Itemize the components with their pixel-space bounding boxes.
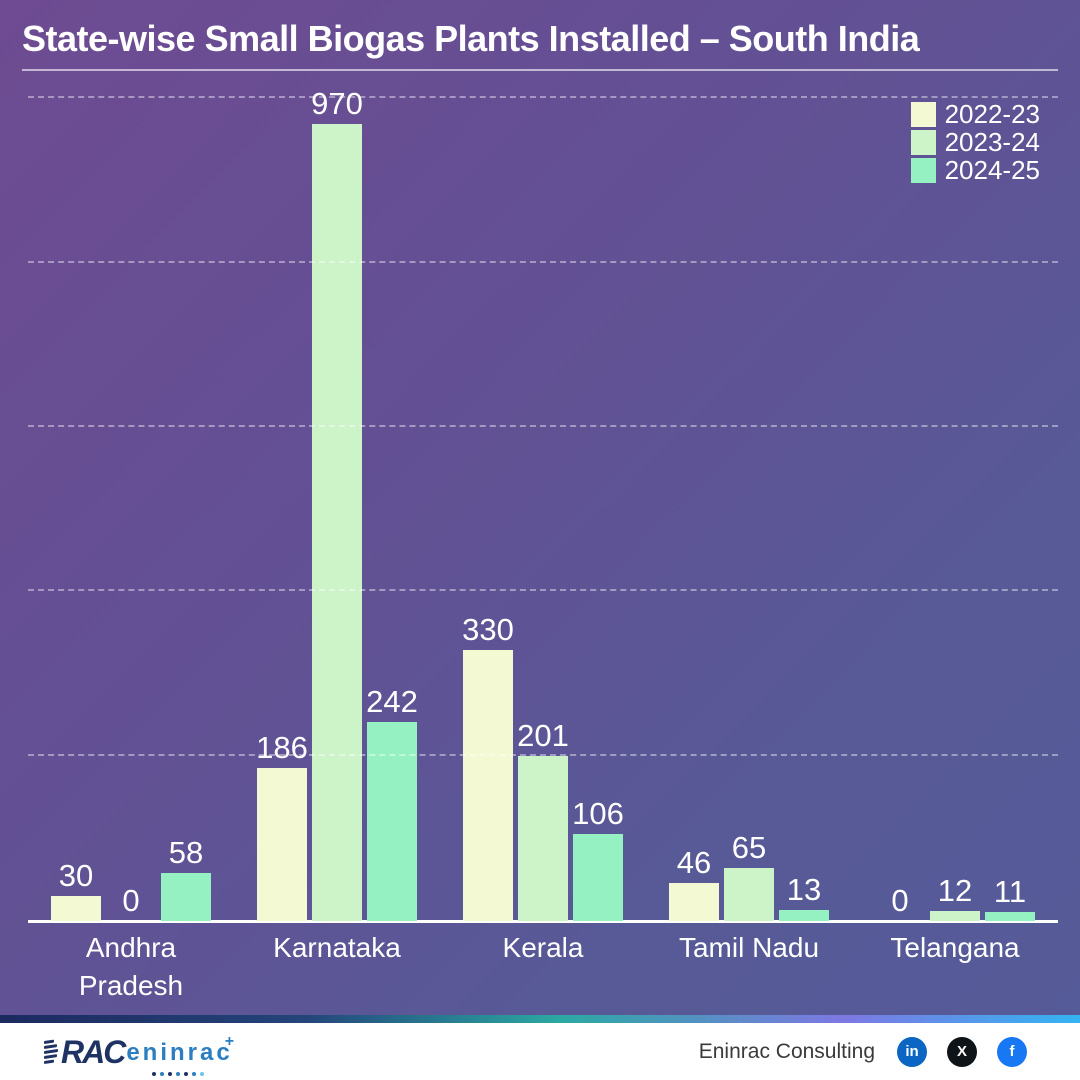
bar-slot: 186 [256, 730, 308, 921]
logo-dots [152, 1071, 204, 1076]
bar-slot: 11 [985, 876, 1035, 921]
bar-slot: 65 [724, 832, 774, 921]
bar-slot: 201 [517, 718, 569, 921]
bar-group: 186 970 242 [234, 88, 440, 921]
logo-plus-sparkle: + [224, 1032, 235, 1050]
gridline-200 [28, 753, 1058, 756]
bar-2022-23 [669, 883, 719, 921]
x-axis-label: Karnataka [273, 932, 401, 963]
facebook-icon[interactable]: f [997, 1036, 1027, 1067]
bar-2024-25 [985, 912, 1035, 921]
title-divider [22, 69, 1058, 71]
x-axis-label: Telangana [890, 932, 1020, 963]
bar-slot: 106 [572, 796, 624, 921]
bar-value-label: 65 [731, 830, 767, 865]
bar-value-label: 186 [256, 730, 308, 765]
gridline-600 [28, 425, 1058, 428]
bar-slot: 46 [669, 847, 719, 921]
bar-value-label: 11 [993, 874, 1027, 909]
bar-slot: 330 [462, 612, 514, 921]
bar-slot: 58 [161, 837, 211, 921]
gridline-400 [28, 589, 1058, 592]
bar-2024-25 [779, 910, 829, 921]
bar-value-label: 970 [311, 86, 363, 121]
bar-slot: 242 [366, 684, 418, 921]
bar-2022-23 [51, 896, 101, 921]
bar-value-label: 12 [937, 873, 973, 908]
bar-2023-24 [724, 868, 774, 921]
bar-group: 46 65 13 [646, 832, 852, 921]
bar-2024-25 [573, 834, 623, 921]
bar-slot: 13 [779, 874, 829, 921]
bar-2022-23 [257, 768, 307, 921]
logo-fan-icon [44, 1039, 58, 1064]
gridline-1000 [28, 96, 1058, 99]
bar-value-label: 201 [517, 718, 569, 753]
footer-gradient-bar [0, 1015, 1080, 1023]
bar-value-label: 46 [676, 845, 712, 880]
gridline-800 [28, 260, 1058, 263]
bar-slot: 0 [875, 885, 925, 921]
x-axis-labels: Andhra Pradesh Karnataka Kerala Tamil Nadu T… [28, 929, 1058, 1005]
plot-area: 30 0 58 186 970 242 330 201 106 46 65 13 0 12 11 [28, 88, 1058, 923]
bar-group: 30 0 58 [28, 837, 234, 921]
bar-value-label: 58 [168, 835, 204, 870]
legend-label: 2024-25 [944, 155, 1040, 185]
eninrac-logo: RAC eninrac + [44, 1032, 242, 1076]
x-icon[interactable]: X [947, 1036, 977, 1067]
legend-row: 2023-24 [910, 127, 1040, 157]
bar-value-label: 30 [58, 858, 94, 893]
bar-value-label: 0 [122, 883, 140, 918]
bar-groups: 30 0 58 186 970 242 330 201 106 46 65 13 0 12 11 [28, 88, 1058, 921]
bar-slot: 30 [51, 860, 101, 921]
bar-slot: 970 [311, 86, 363, 921]
bar-group: 330 201 106 [440, 614, 646, 921]
bar-value-label: 330 [462, 612, 514, 647]
bar-slot: 12 [930, 875, 980, 921]
legend-swatch-icon [910, 157, 936, 183]
page-title: State-wise Small Biogas Plants Installed… [22, 18, 920, 59]
bar-2023-24 [518, 756, 568, 921]
logo-rac-text: RAC [61, 1033, 126, 1070]
bar-slot: 0 [106, 885, 156, 921]
linkedin-icon[interactable]: in [897, 1036, 927, 1067]
chart-legend: 2022-23 2023-24 2024-25 [910, 99, 1040, 185]
legend-label: 2023-24 [944, 127, 1040, 157]
x-axis-label: Tamil Nadu [678, 932, 820, 963]
bar-value-label: 106 [572, 796, 624, 831]
legend-swatch-icon [910, 101, 936, 127]
legend-row: 2022-23 [910, 99, 1040, 129]
logo-eninrac-text: eninrac [126, 1038, 233, 1066]
bar-value-label: 13 [786, 872, 822, 907]
bar-value-label: 242 [366, 684, 418, 719]
company-name: Eninrac Consulting [698, 1039, 875, 1063]
x-axis-label: Andhra Pradesh [78, 932, 184, 1001]
bar-2024-25 [161, 873, 211, 921]
bar-2023-24 [312, 124, 362, 921]
legend-label: 2022-23 [944, 99, 1040, 129]
legend-row: 2024-25 [910, 155, 1040, 185]
x-axis-label: Kerala [502, 932, 584, 963]
bar-2023-24 [930, 911, 980, 921]
legend-swatch-icon [910, 129, 936, 155]
bar-value-label: 0 [891, 883, 909, 918]
bar-2024-25 [367, 722, 417, 921]
bar-group: 0 12 11 [852, 875, 1058, 921]
bar-2022-23 [463, 650, 513, 921]
